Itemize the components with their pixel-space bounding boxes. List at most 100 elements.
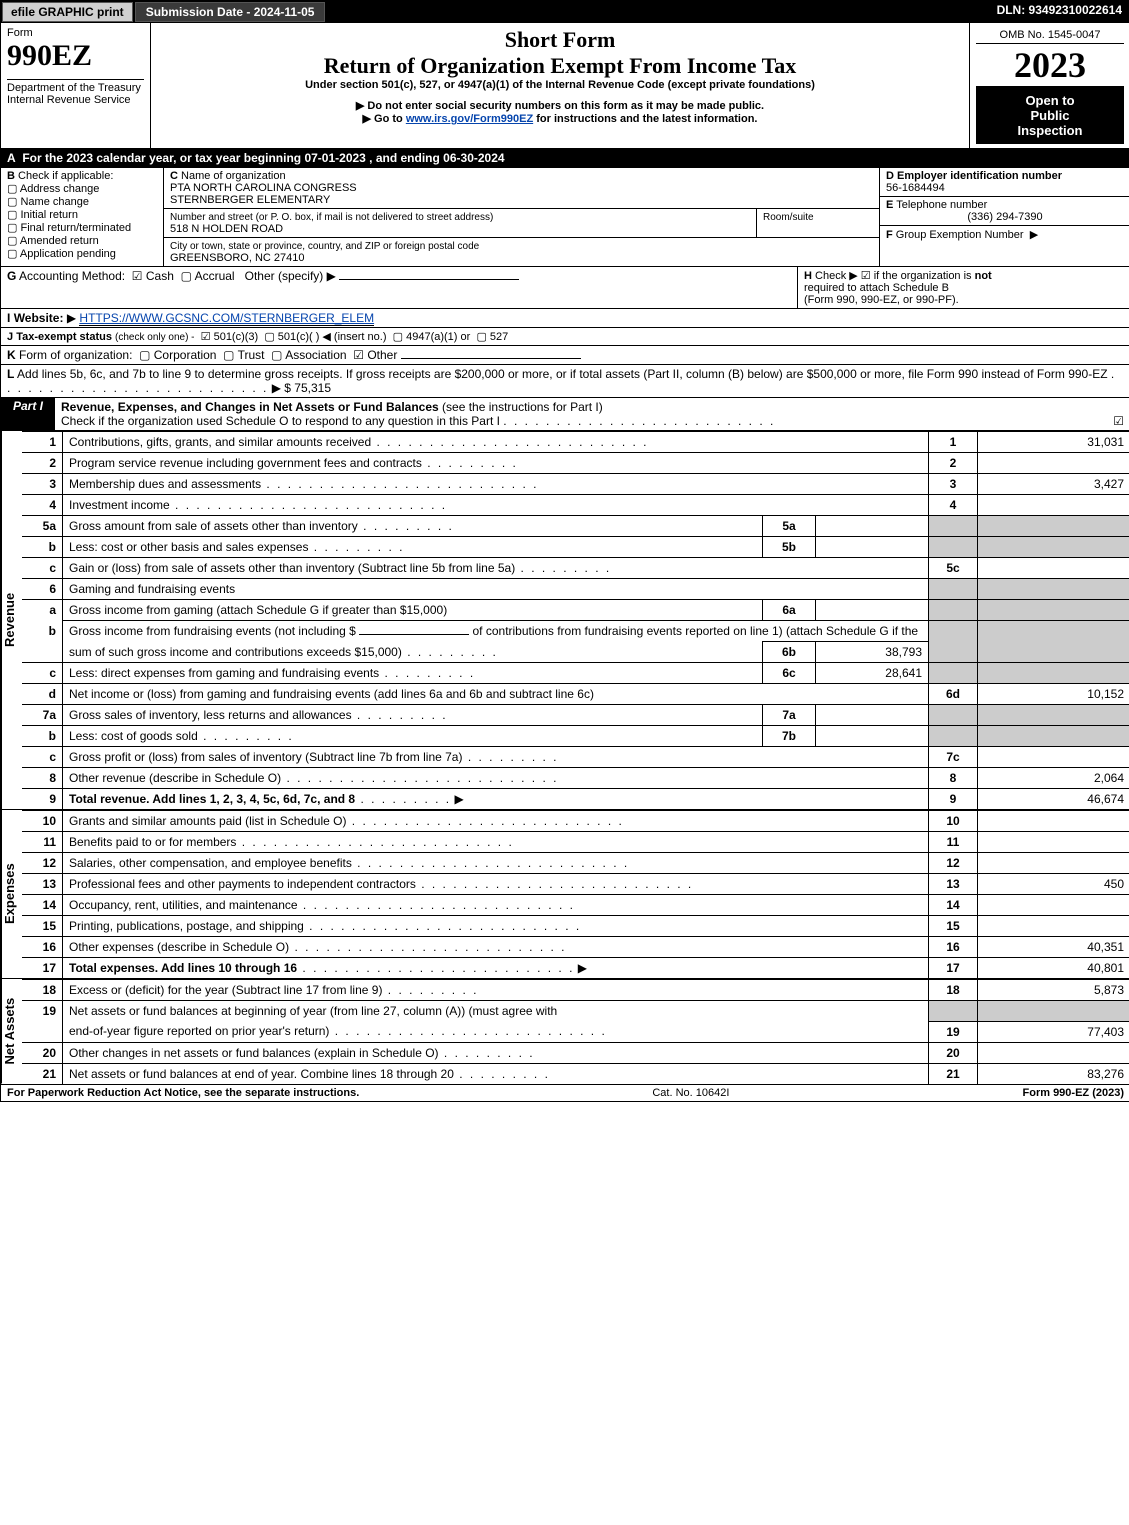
dln-text: DLN: 93492310022614 bbox=[989, 1, 1129, 23]
checkbox-501c3[interactable]: ☑ bbox=[201, 330, 211, 343]
other-specify-input[interactable] bbox=[339, 279, 519, 280]
form-page: efile GRAPHIC print Submission Date - 20… bbox=[0, 0, 1129, 1102]
other-org-input[interactable] bbox=[401, 358, 581, 359]
checkbox-corp[interactable]: ▢ bbox=[139, 348, 150, 362]
net-assets-table: 18Excess or (deficit) for the year (Subt… bbox=[22, 979, 1129, 1084]
line-k-label: Form of organization: bbox=[19, 348, 132, 362]
header: Form 990EZ Department of the Treasury In… bbox=[1, 23, 1129, 149]
box-c: C Name of organization PTA NORTH CAROLIN… bbox=[164, 168, 880, 266]
goto-link[interactable]: www.irs.gov/Form990EZ bbox=[406, 113, 533, 125]
line-g-label: Accounting Method: bbox=[19, 269, 125, 283]
opt-initial-return: Initial return bbox=[20, 209, 77, 221]
footer-mid: Cat. No. 10642I bbox=[359, 1087, 1022, 1099]
box-b-label: Check if applicable: bbox=[18, 170, 113, 182]
irs-text: Internal Revenue Service bbox=[7, 94, 131, 106]
header-right: OMB No. 1545-0047 2023 Open to Public In… bbox=[970, 23, 1129, 148]
box-d-label: Employer identification number bbox=[897, 170, 1062, 182]
checkbox-sched-o[interactable]: ☑ bbox=[1113, 414, 1124, 428]
h-not: not bbox=[975, 270, 992, 282]
line-15: 15Printing, publications, postage, and s… bbox=[22, 916, 1129, 937]
checkbox-501c[interactable]: ▢ bbox=[264, 330, 274, 343]
opt-accrual: Accrual bbox=[195, 269, 235, 283]
line-14: 14Occupancy, rent, utilities, and mainte… bbox=[22, 895, 1129, 916]
open-public-inspection: Open to Public Inspection bbox=[976, 86, 1124, 144]
expenses-table: 10Grants and similar amounts paid (list … bbox=[22, 810, 1129, 978]
under-section-text: Under section 501(c), 527, or 4947(a)(1)… bbox=[157, 79, 963, 91]
checkbox-initial-return[interactable]: ▢ bbox=[7, 208, 17, 221]
arrow-icon: ▶ bbox=[363, 113, 371, 125]
arrow-icon: ▶ bbox=[356, 100, 364, 112]
form-word: Form bbox=[7, 27, 144, 39]
arrow-icon: ▶ bbox=[1030, 229, 1038, 241]
box-def: D Employer identification number 56-1684… bbox=[880, 168, 1129, 266]
arrow-icon: ▶ bbox=[272, 381, 281, 395]
h-text3: required to attach Schedule B bbox=[804, 282, 949, 294]
line-a: A For the 2023 calendar year, or tax yea… bbox=[1, 149, 1129, 167]
checkbox-trust[interactable]: ▢ bbox=[223, 348, 234, 362]
line-3: 3 Membership dues and assessments 3 3,42… bbox=[22, 474, 1129, 495]
footer-left: For Paperwork Reduction Act Notice, see … bbox=[7, 1087, 359, 1099]
checkbox-address-change[interactable]: ▢ bbox=[7, 182, 17, 195]
checkbox-assoc[interactable]: ▢ bbox=[271, 348, 282, 362]
submission-date-button[interactable]: Submission Date - 2024-11-05 bbox=[135, 2, 326, 22]
box-c-name-label: Name of organization bbox=[181, 170, 286, 182]
expenses-label: Expenses bbox=[1, 810, 22, 978]
box-b: B Check if applicable: ▢ Address change … bbox=[1, 168, 164, 266]
tax-year: 2023 bbox=[976, 44, 1124, 86]
part1-num: Part I bbox=[1, 397, 55, 430]
opt-527: 527 bbox=[490, 331, 508, 343]
line-19: 19 Net assets or fund balances at beginn… bbox=[22, 1001, 1129, 1022]
goto-post: for instructions and the latest informat… bbox=[536, 113, 757, 125]
checkbox-application-pending[interactable]: ▢ bbox=[7, 247, 17, 260]
checkbox-527[interactable]: ▢ bbox=[476, 330, 486, 343]
opt-cash: Cash bbox=[146, 269, 174, 283]
line-l: L Add lines 5b, 6c, and 7b to line 9 to … bbox=[1, 364, 1129, 397]
checkbox-name-change[interactable]: ▢ bbox=[7, 195, 17, 208]
addr-label: Number and street (or P. O. box, if mail… bbox=[170, 212, 493, 223]
topbar: efile GRAPHIC print Submission Date - 20… bbox=[1, 1, 1129, 23]
line-7c: c Gross profit or (loss) from sales of i… bbox=[22, 747, 1129, 768]
line-6b-cont: sum of such gross income and contributio… bbox=[22, 642, 1129, 663]
opt-other: Other (specify) bbox=[245, 269, 324, 283]
checkbox-final-return[interactable]: ▢ bbox=[7, 221, 17, 234]
dots bbox=[503, 414, 775, 428]
h-check-text: Check ▶ bbox=[815, 270, 858, 282]
goto-pre: Go to bbox=[374, 113, 406, 125]
line-12: 12Salaries, other compensation, and empl… bbox=[22, 853, 1129, 874]
line-i: I Website: ▶ HTTPS://WWW.GCSNC.COM/STERN… bbox=[1, 308, 1129, 327]
checkbox-sched-b[interactable]: ☑ bbox=[861, 269, 871, 282]
no-ssn-text: Do not enter social security numbers on … bbox=[367, 100, 764, 112]
opt-final-return: Final return/terminated bbox=[20, 222, 131, 234]
box-f-label: Group Exemption Number bbox=[896, 229, 1024, 241]
website-link[interactable]: HTTPS://WWW.GCSNC.COM/STERNBERGER_ELEM bbox=[79, 311, 374, 326]
website-label: Website: bbox=[14, 311, 64, 325]
contrib-amount-input[interactable] bbox=[359, 634, 469, 635]
line-2: 2 Program service revenue including gove… bbox=[22, 453, 1129, 474]
ein: 56-1684494 bbox=[886, 182, 945, 194]
efile-print-button[interactable]: efile GRAPHIC print bbox=[2, 2, 133, 22]
opt-application-pending: Application pending bbox=[20, 248, 116, 260]
checkbox-cash[interactable]: ☑ bbox=[132, 269, 143, 283]
box-g: G Accounting Method: ☑ Cash ▢ Accrual Ot… bbox=[1, 267, 797, 308]
opt-amended-return: Amended return bbox=[20, 235, 99, 247]
expenses-section: Expenses 10Grants and similar amounts pa… bbox=[1, 809, 1129, 978]
line-9: 9 Total revenue. Add lines 1, 2, 3, 4, 5… bbox=[22, 789, 1129, 810]
line-k: K Form of organization: ▢ Corporation ▢ … bbox=[1, 345, 1129, 364]
checkbox-other-org[interactable]: ☑ bbox=[353, 348, 364, 362]
opt-4947: 4947(a)(1) or bbox=[406, 331, 470, 343]
checkbox-accrual[interactable]: ▢ bbox=[181, 269, 192, 283]
org-name-1: PTA NORTH CAROLINA CONGRESS bbox=[170, 182, 357, 194]
line-5a: 5a Gross amount from sale of assets othe… bbox=[22, 516, 1129, 537]
line-5c: c Gain or (loss) from sale of assets oth… bbox=[22, 558, 1129, 579]
checkbox-amended-return[interactable]: ▢ bbox=[7, 234, 17, 247]
box-e-label: Telephone number bbox=[896, 199, 987, 211]
part1-header: Part I Revenue, Expenses, and Changes in… bbox=[1, 397, 1129, 430]
dept-treasury: Department of the Treasury bbox=[7, 82, 141, 94]
main-title: Return of Organization Exempt From Incom… bbox=[157, 53, 963, 79]
checkbox-4947[interactable]: ▢ bbox=[393, 330, 403, 343]
arrow-icon: ▶ bbox=[454, 792, 463, 806]
line-13: 13Professional fees and other payments t… bbox=[22, 874, 1129, 895]
topbar-spacer bbox=[326, 1, 988, 23]
h-text4: (Form 990, 990-EZ, or 990-PF). bbox=[804, 294, 959, 306]
line-j-label: Tax-exempt status bbox=[16, 331, 112, 343]
